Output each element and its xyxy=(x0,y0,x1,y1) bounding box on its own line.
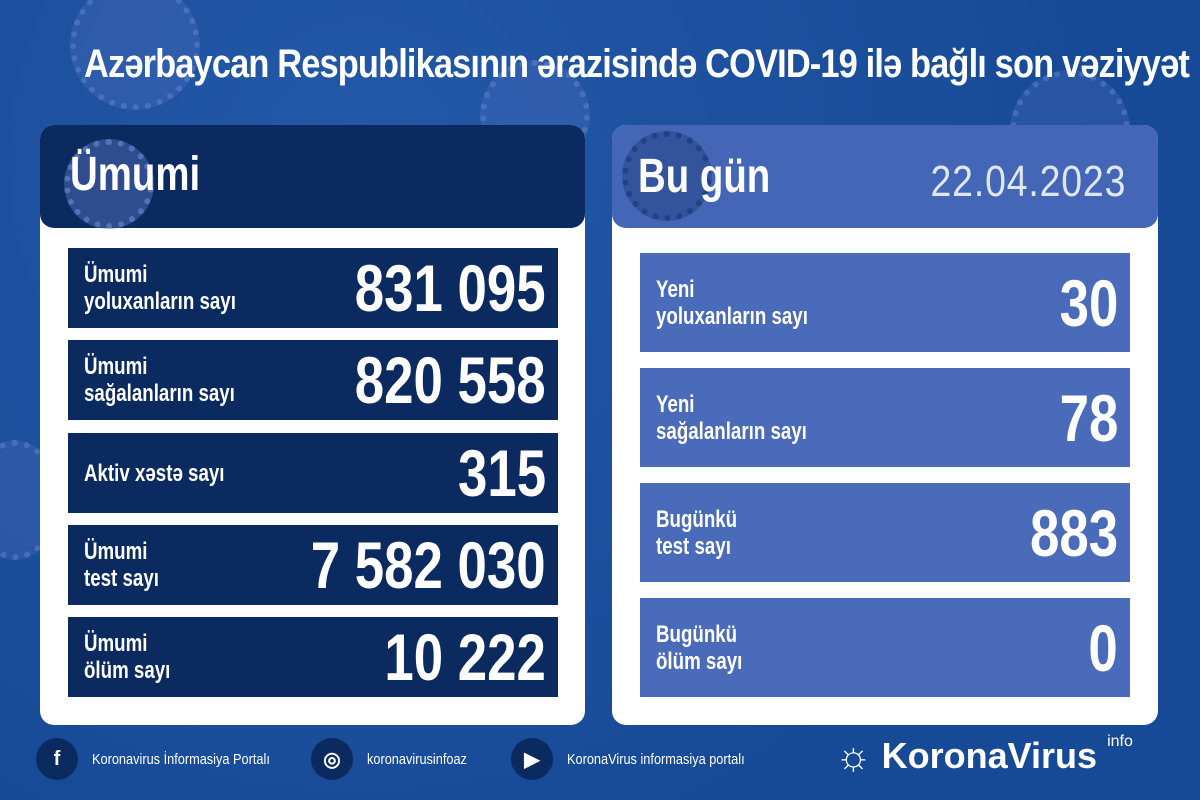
sun-virus-icon: ☼ xyxy=(835,734,872,778)
row-value: 30 xyxy=(1059,265,1118,340)
today-row-infected: Yeni yoluxanların sayı 30 xyxy=(640,253,1130,352)
row-label: Yeni sağalanların sayı xyxy=(656,390,807,445)
row-value: 78 xyxy=(1059,380,1118,455)
facebook-icon[interactable]: f xyxy=(36,738,78,780)
row-label: Ümumi yoluxanların sayı xyxy=(84,261,236,315)
row-value: 315 xyxy=(457,436,546,510)
logo-name: KoronaVirus xyxy=(881,735,1098,776)
virus-decoration xyxy=(70,0,200,110)
row-label: Ümumi ölüm sayı xyxy=(84,630,171,684)
virus-icon xyxy=(622,131,712,221)
page-title: Azərbaycan Respublikasının ərazisində CO… xyxy=(84,42,1190,86)
total-heading: Ümumi xyxy=(70,148,201,201)
total-row-recovered: Ümumi sağalanların sayı 820 558 xyxy=(68,340,558,420)
today-date: 22.04.2023 xyxy=(930,157,1126,206)
row-value: 7 582 030 xyxy=(311,528,546,602)
today-row-deaths: Bugünkü ölüm sayı 0 xyxy=(640,598,1130,697)
instagram-link[interactable]: koronavirusinfoaz xyxy=(367,750,467,768)
row-label: Ümumi sağalanların sayı xyxy=(84,353,235,407)
total-row-tests: Ümumi test sayı 7 582 030 xyxy=(68,525,558,605)
row-value: 0 xyxy=(1088,610,1118,685)
row-value: 831 095 xyxy=(355,251,546,325)
today-heading: Bu gün xyxy=(638,150,771,203)
footer-links: f Koronavirus İnformasiya Portalı ◎ koro… xyxy=(36,738,767,780)
row-value: 820 558 xyxy=(355,343,546,417)
youtube-link[interactable]: KoronaVirus informasiya portalı xyxy=(567,750,745,768)
total-row-active: Aktiv xəstə sayı 315 xyxy=(68,433,558,513)
koronavirus-logo: ☼ KoronaVirus info xyxy=(835,733,1133,778)
row-label: Bugünkü ölüm sayı xyxy=(656,620,743,675)
instagram-icon[interactable]: ◎ xyxy=(311,738,353,780)
row-label: Aktiv xəstə sayı xyxy=(84,459,225,487)
total-row-deaths: Ümumi ölüm sayı 10 222 xyxy=(68,617,558,697)
row-label: Yeni yoluxanların sayı xyxy=(656,275,808,330)
today-row-recovered: Yeni sağalanların sayı 78 xyxy=(640,368,1130,467)
youtube-icon[interactable]: ▶ xyxy=(511,738,553,780)
virus-icon xyxy=(64,139,154,229)
row-value: 10 222 xyxy=(384,620,547,694)
logo-sup: info xyxy=(1107,733,1133,750)
row-value: 883 xyxy=(1029,495,1118,570)
today-row-tests: Bugünkü test sayı 883 xyxy=(640,483,1130,582)
total-row-infected: Ümumi yoluxanların sayı 831 095 xyxy=(68,248,558,328)
row-label: Bugünkü test sayı xyxy=(656,505,738,560)
total-header: Ümumi xyxy=(40,125,585,229)
row-label: Ümumi test sayı xyxy=(84,538,159,592)
facebook-link[interactable]: Koronavirus İnformasiya Portalı xyxy=(92,750,270,768)
today-header: Bu gün 22.04.2023 xyxy=(612,125,1158,228)
